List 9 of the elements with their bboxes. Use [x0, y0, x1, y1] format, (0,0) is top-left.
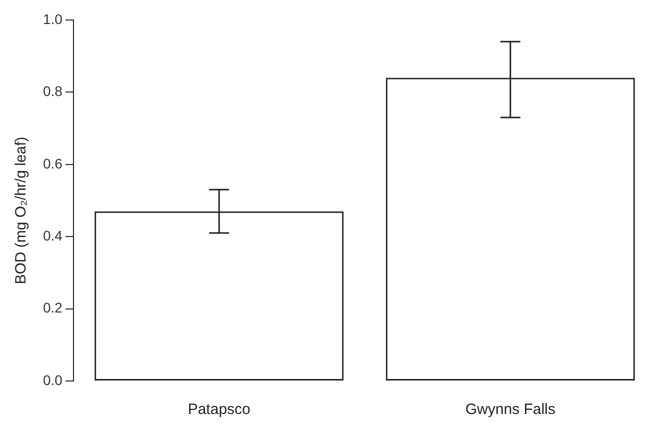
x-tick-label: Gwynns Falls — [465, 401, 556, 418]
y-tick-label: 0.6 — [42, 155, 63, 172]
y-axis-title: BOD (mg O₂/hr/g leaf) — [12, 136, 30, 284]
x-tick-label: Patapsco — [188, 401, 250, 418]
y-tick-label: 0.4 — [42, 227, 63, 244]
y-tick-label: 1.0 — [42, 10, 63, 27]
y-tick-label: 0.8 — [42, 83, 63, 100]
y-tick-label: 0.2 — [42, 300, 63, 316]
y-tick-label: 0.0 — [42, 372, 63, 388]
